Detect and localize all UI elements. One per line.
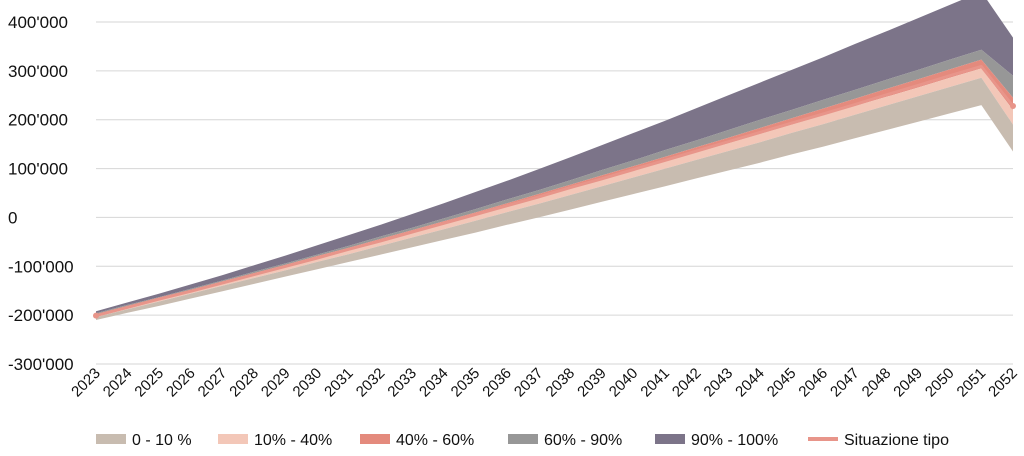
x-tick-label: 2050 xyxy=(922,365,958,401)
series-point xyxy=(252,273,256,276)
x-tick-label: 2027 xyxy=(195,365,231,401)
y-tick-label: 200'000 xyxy=(8,111,68,130)
percentile-bands xyxy=(96,0,1013,320)
x-tick-label: 2040 xyxy=(606,365,642,401)
x-tick-label: 2031 xyxy=(321,365,357,401)
x-tick-label: 2036 xyxy=(479,365,515,401)
y-tick-label: 100'000 xyxy=(8,160,68,179)
y-tick-label: 300'000 xyxy=(8,62,68,81)
series-point xyxy=(569,186,572,189)
x-tick-label: 2038 xyxy=(543,365,579,401)
x-tick-label: 2045 xyxy=(764,365,800,401)
series-point xyxy=(632,168,635,171)
series-point xyxy=(853,103,857,106)
series-point xyxy=(442,222,446,225)
series-point xyxy=(758,131,762,134)
series-point xyxy=(189,290,193,293)
series-line xyxy=(95,65,1015,318)
y-tick-label: 0 xyxy=(8,208,17,227)
band-area-3 xyxy=(96,59,1013,316)
band-area-2 xyxy=(96,49,1013,315)
x-tick-label: 2046 xyxy=(795,365,831,401)
series-point xyxy=(885,93,888,96)
legend-swatch xyxy=(508,434,538,444)
series-point xyxy=(158,297,161,301)
x-tick-label: 2029 xyxy=(258,365,294,401)
series-point xyxy=(1010,103,1016,110)
x-tick-label: 2041 xyxy=(637,365,673,401)
band-area-4 xyxy=(96,68,1013,318)
legend-label: 90% - 100% xyxy=(691,432,778,449)
x-tick-label: 2034 xyxy=(416,365,452,401)
series-point xyxy=(695,149,698,153)
x-tick-label: 2047 xyxy=(827,365,863,401)
legend: 0 - 10 % 10% - 40% 40% - 60% 60% - 90% 90% -… xyxy=(96,432,949,449)
x-tick-label: 2048 xyxy=(859,365,895,401)
series-lines xyxy=(93,65,1016,319)
series-point xyxy=(948,74,951,77)
series-point xyxy=(727,140,730,143)
series-point xyxy=(822,112,825,116)
series-point xyxy=(93,312,99,319)
legend-label: 10% - 40% xyxy=(254,432,332,449)
x-tick-label: 2037 xyxy=(511,365,547,401)
y-tick-label: 400'000 xyxy=(8,13,68,32)
y-tick-label: -200'000 xyxy=(8,306,74,325)
series-point xyxy=(916,84,920,87)
legend-label: 40% - 60% xyxy=(396,432,474,449)
series-point xyxy=(474,213,477,216)
series-point xyxy=(663,159,667,162)
x-tick-label: 2043 xyxy=(701,365,737,401)
legend-swatch xyxy=(360,434,390,444)
legend-swatch xyxy=(96,434,126,444)
series-point xyxy=(126,306,129,309)
series-point xyxy=(600,177,604,181)
legend-label: 0 - 10 % xyxy=(132,432,192,449)
series-point xyxy=(284,265,287,268)
series-point xyxy=(411,230,414,234)
x-tick-label: 2033 xyxy=(384,365,420,401)
x-tick-label: 2049 xyxy=(890,365,926,401)
series-point xyxy=(379,239,382,243)
x-tick-label: 2052 xyxy=(985,365,1021,401)
x-tick-label: 2024 xyxy=(100,365,136,401)
x-tick-label: 2044 xyxy=(732,365,768,401)
legend-swatch xyxy=(218,434,248,444)
series-point xyxy=(316,256,319,260)
x-tick-label: 2030 xyxy=(290,365,326,401)
series-point xyxy=(221,281,224,285)
legend-label: Situazione tipo xyxy=(844,432,949,449)
series-point xyxy=(790,121,793,125)
x-tick-label: 2025 xyxy=(131,365,167,401)
band-area-1 xyxy=(96,0,1013,314)
y-tick-label: -100'000 xyxy=(8,257,74,276)
series-point xyxy=(980,65,983,68)
x-tick-label: 2032 xyxy=(353,365,389,401)
x-axis-ticks: 2023202420252026202720282029203020312032… xyxy=(68,365,1021,401)
series-point xyxy=(347,247,351,251)
band-area-5 xyxy=(96,77,1013,320)
legend-label: 60% - 90% xyxy=(544,432,622,449)
x-tick-label: 2026 xyxy=(163,365,199,401)
legend-swatch xyxy=(655,434,685,444)
x-tick-label: 2028 xyxy=(226,365,262,401)
x-tick-label: 2039 xyxy=(574,365,610,401)
x-tick-label: 2035 xyxy=(448,365,484,401)
y-axis-ticks: -300'000 -200'000 -100'000 0 100'000 200'000 3… xyxy=(8,13,74,374)
series-point xyxy=(537,195,540,199)
y-tick-label: -300'000 xyxy=(8,355,74,374)
x-tick-label: 2042 xyxy=(669,365,705,401)
series-point xyxy=(505,204,509,207)
x-tick-label: 2051 xyxy=(954,365,990,401)
